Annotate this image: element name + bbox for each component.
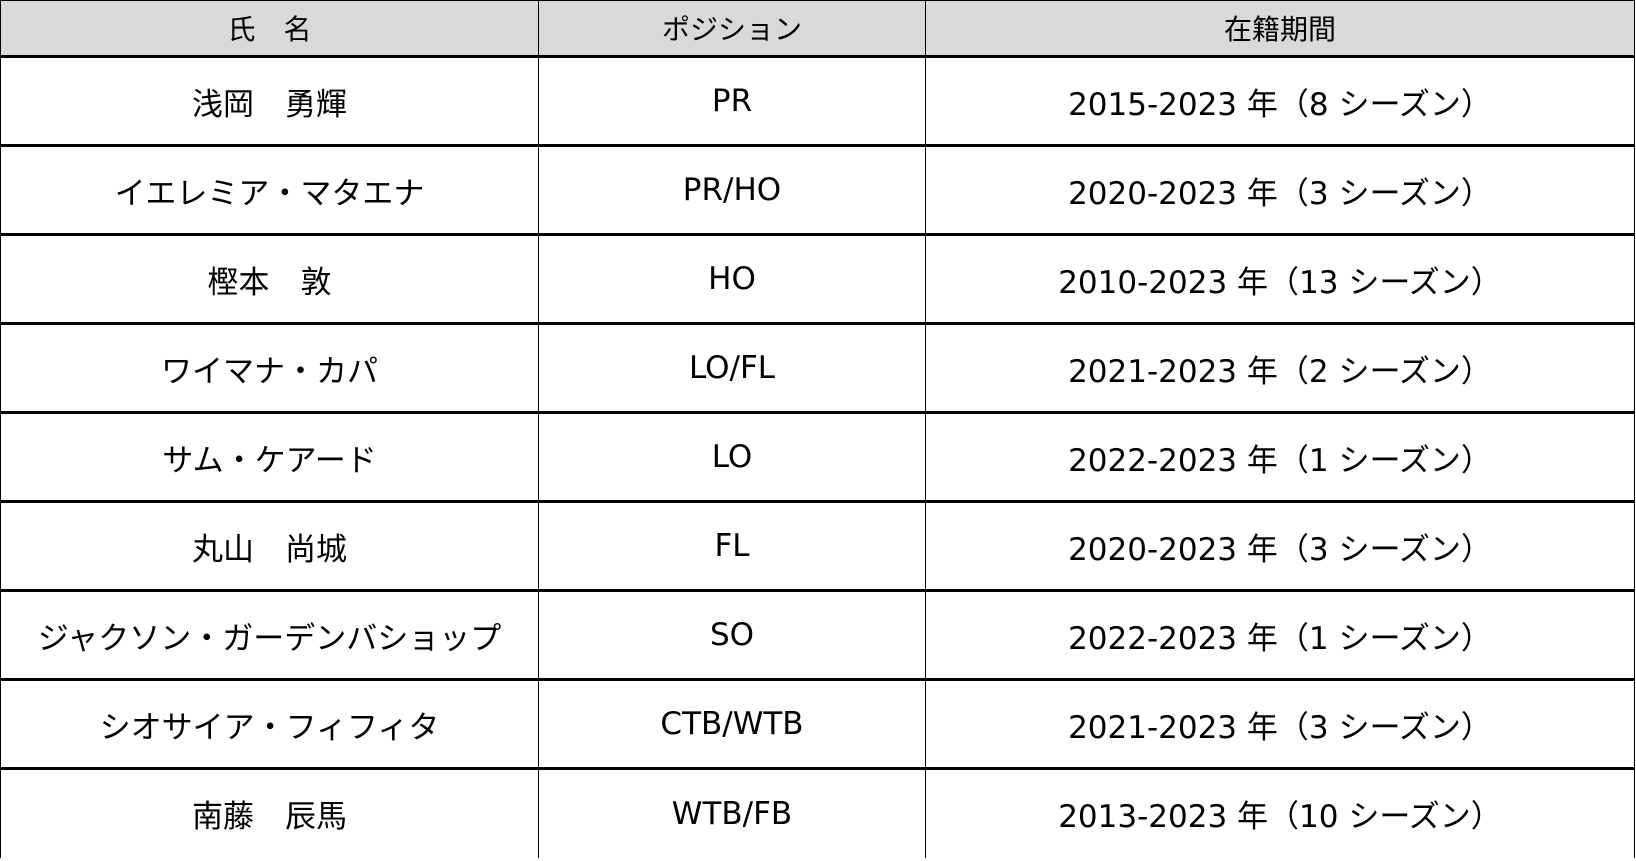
table-row: サム・ケアード LO 2022-2023 年（1 シーズン） — [0, 412, 1635, 503]
cell-tenure: 2020-2023 年（3 シーズン） — [925, 501, 1635, 592]
table-row: 樫本 敦 HO 2010-2023 年（13 シーズン） — [0, 234, 1635, 325]
cell-position: SO — [538, 590, 926, 681]
table-row: イエレミア・マタエナ PR/HO 2020-2023 年（3 シーズン） — [0, 145, 1635, 236]
header-position: ポジション — [538, 0, 926, 58]
cell-tenure: 2020-2023 年（3 シーズン） — [925, 145, 1635, 236]
cell-tenure: 2015-2023 年（8 シーズン） — [925, 56, 1635, 147]
header-tenure: 在籍期間 — [925, 0, 1635, 58]
cell-name: シオサイア・フィフィタ — [0, 679, 539, 770]
table-row: 浅岡 勇輝 PR 2015-2023 年（8 シーズン） — [0, 56, 1635, 147]
cell-name: 南藤 辰馬 — [0, 768, 539, 858]
header-row: 氏 名 ポジション 在籍期間 — [0, 0, 1635, 58]
header-name: 氏 名 — [0, 0, 539, 58]
table-row: 南藤 辰馬 WTB/FB 2013-2023 年（10 シーズン） — [0, 768, 1635, 858]
cell-name: イエレミア・マタエナ — [0, 145, 539, 236]
cell-tenure: 2010-2023 年（13 シーズン） — [925, 234, 1635, 325]
cell-tenure: 2021-2023 年（3 シーズン） — [925, 679, 1635, 770]
cell-position: CTB/WTB — [538, 679, 926, 770]
cell-position: LO/FL — [538, 323, 926, 414]
cell-name: 丸山 尚城 — [0, 501, 539, 592]
cell-name: ワイマナ・カパ — [0, 323, 539, 414]
table-row: ワイマナ・カパ LO/FL 2021-2023 年（2 シーズン） — [0, 323, 1635, 414]
cell-tenure: 2021-2023 年（2 シーズン） — [925, 323, 1635, 414]
table-row: ジャクソン・ガーデンバショップ SO 2022-2023 年（1 シーズン） — [0, 590, 1635, 681]
cell-name: サム・ケアード — [0, 412, 539, 503]
cell-name: ジャクソン・ガーデンバショップ — [0, 590, 539, 681]
cell-name: 浅岡 勇輝 — [0, 56, 539, 147]
cell-position: PR — [538, 56, 926, 147]
cell-position: FL — [538, 501, 926, 592]
table-row: シオサイア・フィフィタ CTB/WTB 2021-2023 年（3 シーズン） — [0, 679, 1635, 770]
cell-position: PR/HO — [538, 145, 926, 236]
cell-tenure: 2013-2023 年（10 シーズン） — [925, 768, 1635, 858]
cell-position: LO — [538, 412, 926, 503]
cell-position: WTB/FB — [538, 768, 926, 858]
table-row: 丸山 尚城 FL 2020-2023 年（3 シーズン） — [0, 501, 1635, 592]
cell-tenure: 2022-2023 年（1 シーズン） — [925, 412, 1635, 503]
cell-position: HO — [538, 234, 926, 325]
cell-tenure: 2022-2023 年（1 シーズン） — [925, 590, 1635, 681]
cell-name: 樫本 敦 — [0, 234, 539, 325]
